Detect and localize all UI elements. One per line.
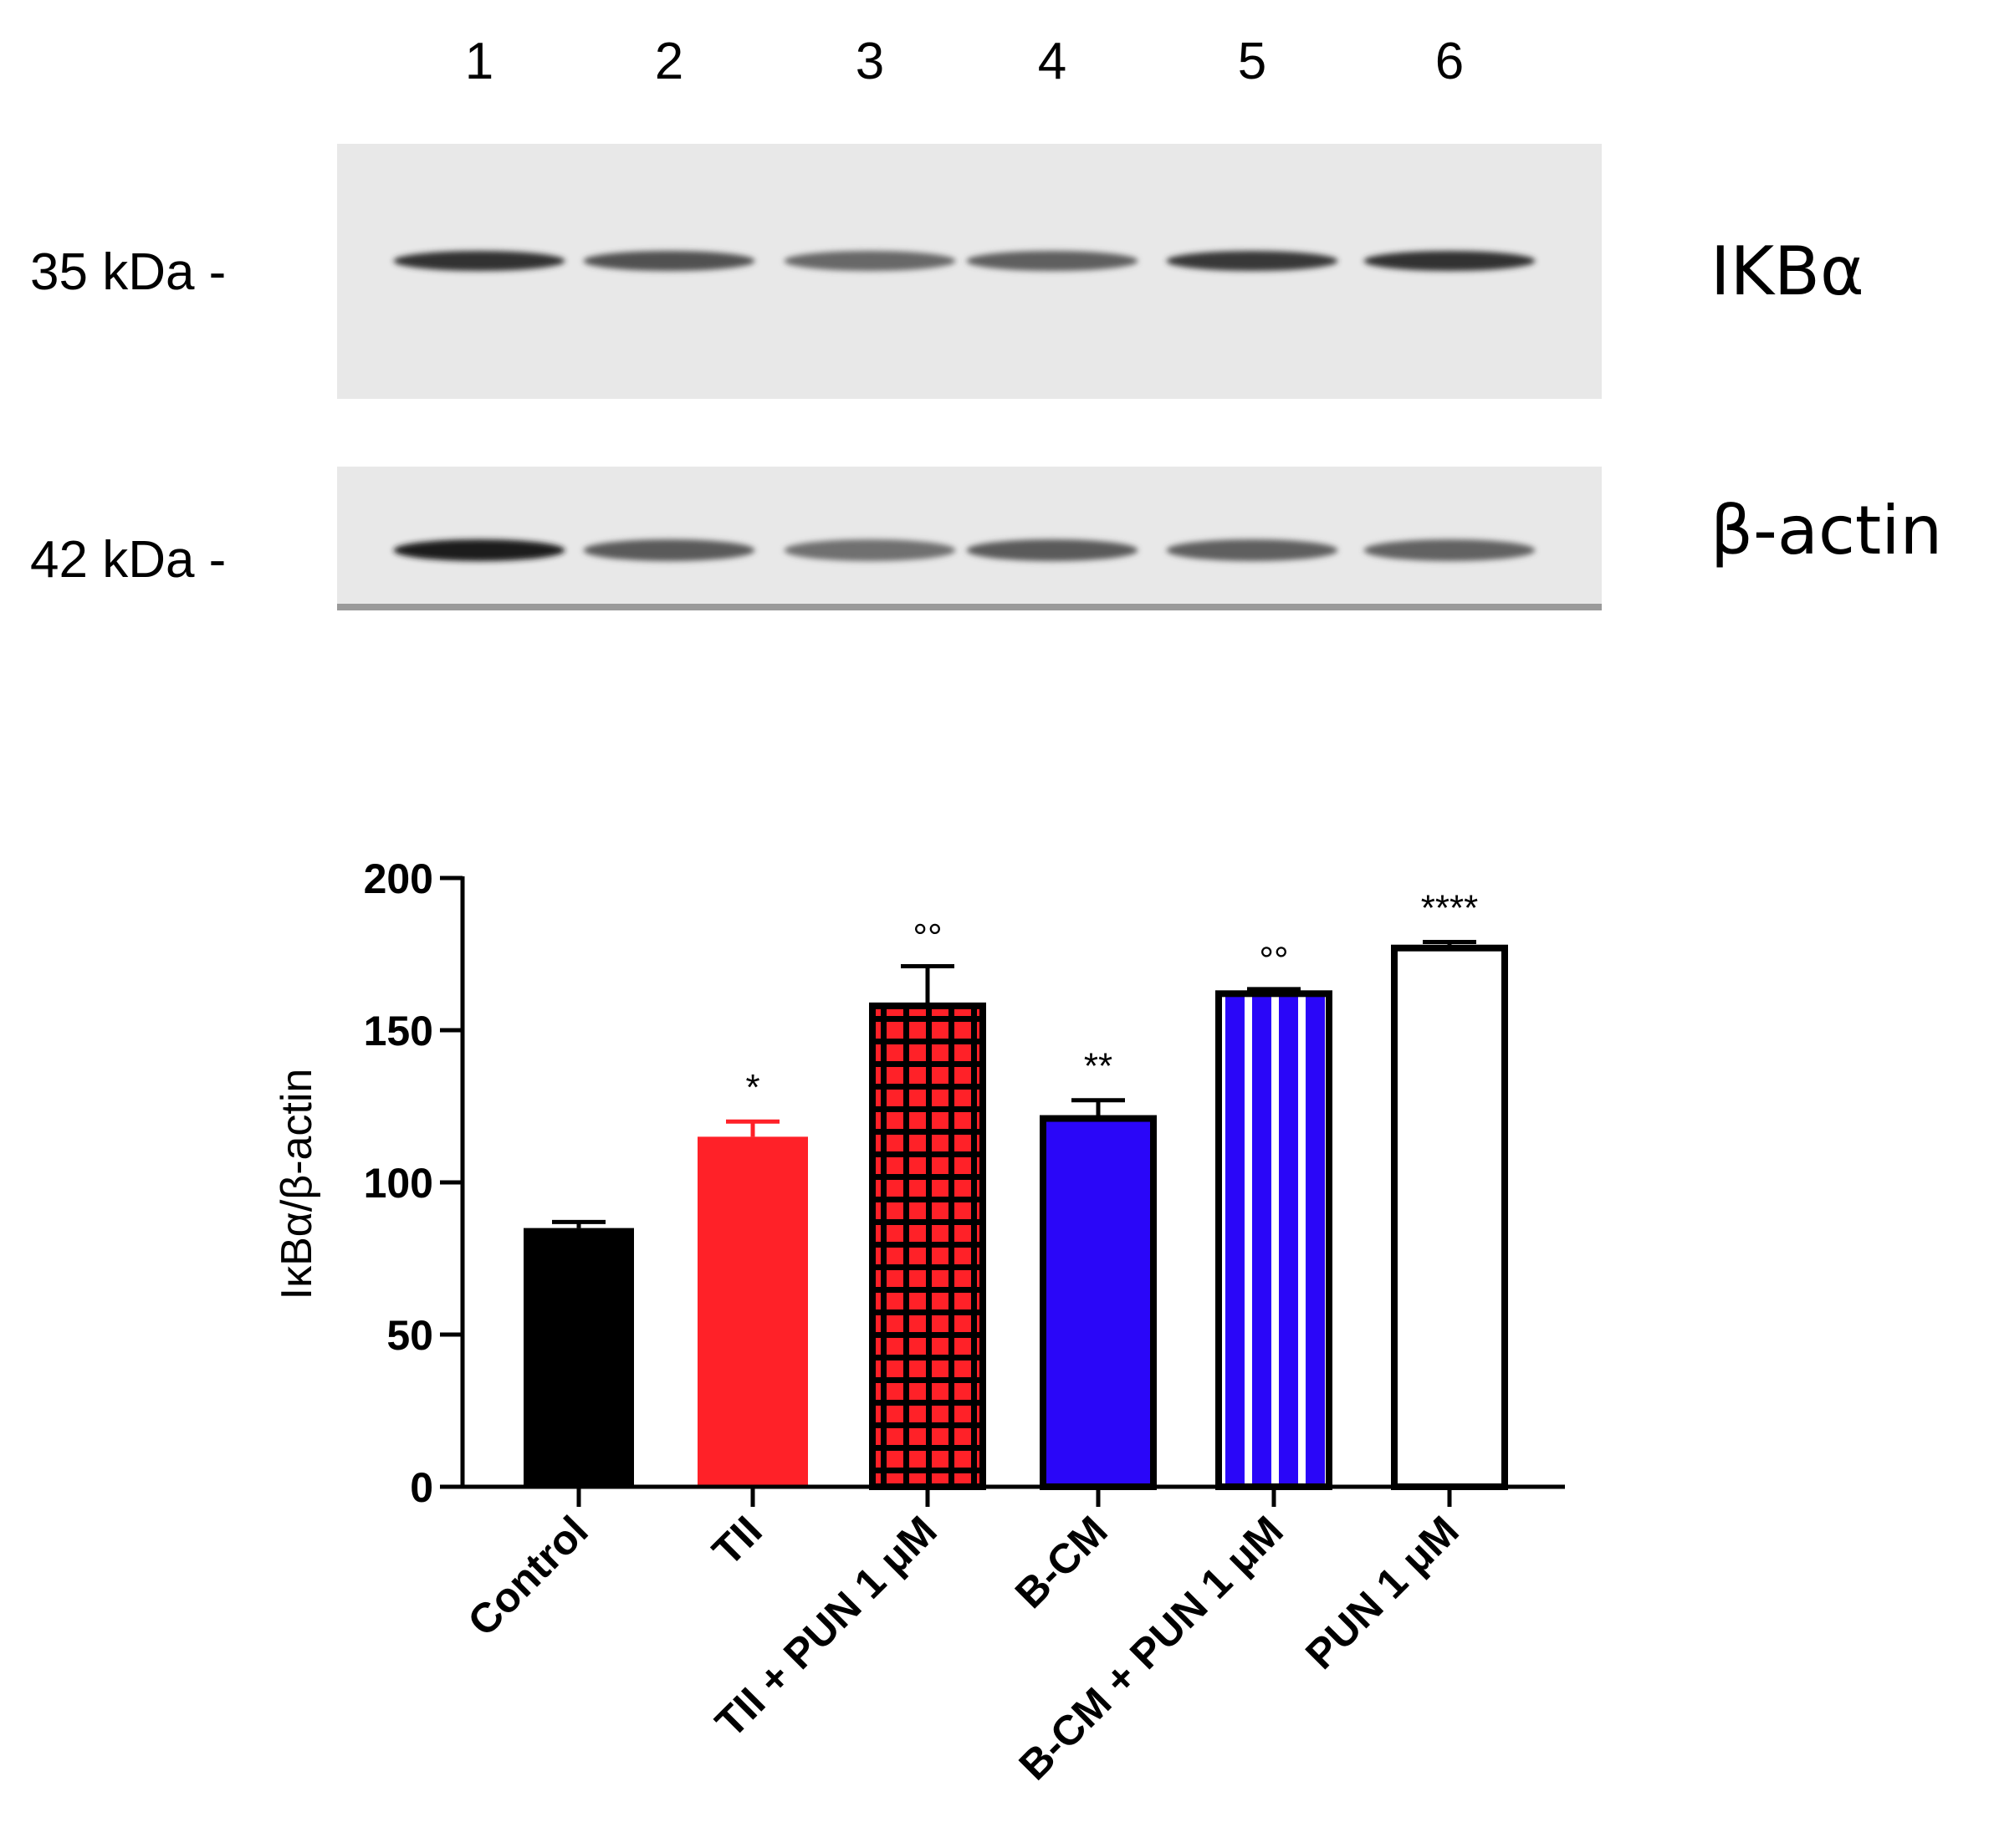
blot-panel-ikba: 35 kDa - IKBα bbox=[30, 144, 1864, 399]
band-lane-2 bbox=[583, 251, 755, 271]
significance-annotations: * °° ** °° **** bbox=[745, 887, 1478, 1108]
lane-number-4: 4 bbox=[1038, 33, 1066, 90]
bars bbox=[524, 944, 1508, 1491]
western-blot: 1 2 3 4 5 6 35 kDa - IKBα 42 kDa - β-act… bbox=[30, 33, 1942, 610]
band-lane-4 bbox=[966, 251, 1138, 271]
annotation-4: ** bbox=[1084, 1046, 1112, 1087]
y-axis-ticks: 0 50 100 150 200 bbox=[364, 855, 463, 1511]
bar-6 bbox=[1391, 944, 1508, 1490]
bar-1 bbox=[524, 1228, 634, 1487]
membrane-ikba bbox=[337, 144, 1602, 399]
band-lane-6 bbox=[1363, 251, 1536, 271]
y-tick-label: 50 bbox=[386, 1312, 433, 1359]
y-tick-label: 100 bbox=[364, 1160, 433, 1207]
band-lane-3 bbox=[784, 251, 956, 271]
y-tick-label: 200 bbox=[364, 855, 433, 902]
mw-marker-42kda: 42 kDa - bbox=[30, 531, 226, 589]
annotation-2: * bbox=[745, 1067, 759, 1108]
y-tick-label: 0 bbox=[410, 1464, 433, 1511]
lane-number-1: 1 bbox=[465, 33, 493, 90]
mw-marker-35kda: 35 kDa - bbox=[30, 243, 226, 301]
bar-4 bbox=[1040, 1115, 1157, 1491]
band-lane-2 bbox=[583, 539, 755, 561]
band-lane-3 bbox=[784, 539, 956, 561]
annotation-5: °° bbox=[1259, 940, 1288, 981]
x-tick-label-4: B-CM bbox=[1006, 1507, 1117, 1617]
bands-ikba bbox=[393, 251, 1536, 271]
lane-number-3: 3 bbox=[856, 33, 884, 90]
bar-chart: IκBα/β-actin 0 50 100 150 200 * °° ** °° **** Co… bbox=[273, 855, 1565, 1789]
x-tick-label-1: Control bbox=[459, 1507, 597, 1645]
lane-number-2: 2 bbox=[655, 33, 683, 90]
band-lane-4 bbox=[966, 539, 1138, 561]
bar-3 bbox=[869, 1002, 986, 1490]
band-lane-6 bbox=[1363, 539, 1536, 561]
bar-5 bbox=[1215, 990, 1332, 1490]
bar-2 bbox=[698, 1136, 808, 1487]
x-tick-label-2: TII bbox=[703, 1507, 771, 1575]
band-lane-1 bbox=[393, 539, 565, 561]
lane-number-6: 6 bbox=[1435, 33, 1464, 90]
y-axis-title: IκBα/β-actin bbox=[273, 1069, 321, 1300]
annotation-3: °° bbox=[913, 917, 942, 958]
bands-beta-actin bbox=[393, 539, 1536, 561]
lane-number-5: 5 bbox=[1238, 33, 1266, 90]
error-bars bbox=[552, 939, 1476, 1228]
protein-label-beta-actin: β-actin bbox=[1710, 492, 1942, 569]
band-lane-1 bbox=[393, 251, 565, 271]
protein-label-ikba: IKBα bbox=[1710, 232, 1864, 310]
y-tick-label: 150 bbox=[364, 1008, 433, 1054]
blot-panel-beta-actin: 42 kDa - β-actin bbox=[30, 467, 1942, 610]
membrane-beta-actin bbox=[337, 467, 1602, 610]
band-lane-5 bbox=[1166, 251, 1338, 271]
annotation-6: **** bbox=[1421, 887, 1479, 928]
membrane-edge bbox=[337, 604, 1602, 610]
x-tick-label-6: PUN 1 μM bbox=[1296, 1507, 1468, 1678]
band-lane-5 bbox=[1166, 539, 1338, 561]
lane-numbers: 1 2 3 4 5 6 bbox=[465, 33, 1464, 90]
x-axis-ticks bbox=[576, 1487, 1452, 1507]
